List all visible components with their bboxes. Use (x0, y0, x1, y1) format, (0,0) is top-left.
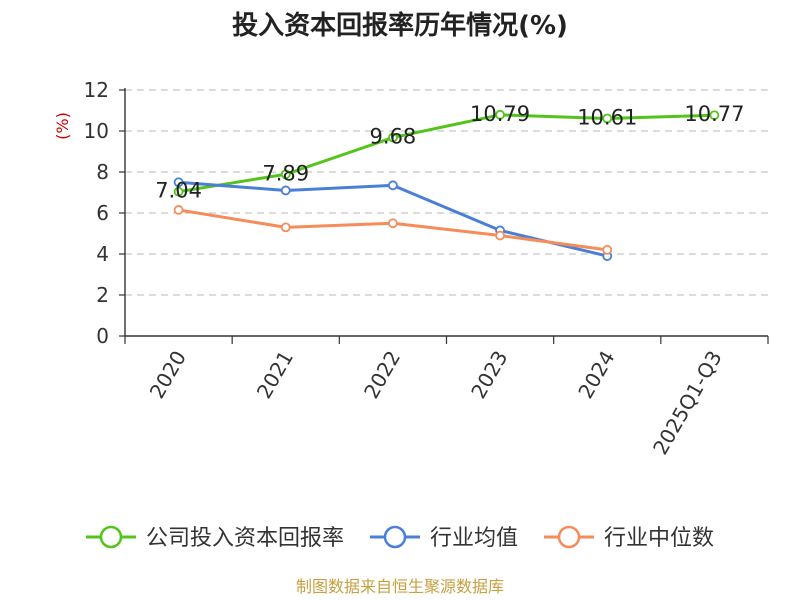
data-point (173, 186, 184, 197)
legend-marker (99, 525, 123, 549)
series-line (178, 208, 608, 252)
x-tick-label: 2020 (145, 347, 191, 403)
data-point (495, 230, 505, 241)
legend-marker (557, 525, 581, 549)
data-label: 7.89 (262, 161, 309, 185)
x-tick-label: 2024 (573, 347, 619, 403)
data-label: 10.77 (684, 102, 744, 126)
data-point (495, 109, 505, 120)
data-point (602, 113, 613, 124)
chart-title: 投入资本回报率历年情况(%) (232, 10, 568, 41)
y-tick-label: 2 (96, 283, 109, 307)
data-point (280, 169, 291, 180)
y-tick-label: 8 (96, 160, 109, 184)
source-note: 制图数据来自恒生聚源数据库 (296, 577, 504, 596)
data-label: 9.68 (370, 125, 417, 149)
data-label: 10.61 (577, 105, 637, 129)
grid-lines (125, 89, 768, 296)
y-tick-label: 6 (96, 201, 109, 225)
data-point (280, 222, 291, 233)
legend-item[interactable]: 行业均值 (369, 525, 518, 551)
y-tick-label: 12 (84, 78, 109, 102)
x-tick-label: 2021 (252, 347, 298, 403)
y-tick-label: 4 (96, 242, 109, 266)
data-point (173, 205, 184, 215)
data-point (388, 218, 398, 229)
data-point (388, 132, 398, 143)
x-tick-label: 2025Q1-Q3 (648, 347, 727, 459)
data-labels: 7.04 7.89 9.68 10.79 10.61 10.77 (155, 102, 744, 203)
legend[interactable]: 公司投入资本回报率 行业均值 行业中位数 (85, 525, 714, 551)
data-point (173, 177, 184, 188)
y-tick-label: 0 (96, 324, 109, 348)
series-line (178, 113, 715, 194)
data-point (709, 110, 720, 121)
data-point (280, 185, 291, 196)
series-layer (173, 109, 720, 261)
legend-label: 行业中位数 (604, 526, 714, 551)
data-label: 10.79 (470, 102, 530, 126)
x-tick-label: 2023 (466, 347, 512, 403)
data-point (388, 180, 398, 191)
legend-item[interactable]: 行业中位数 (544, 525, 714, 551)
legend-marker (383, 525, 407, 549)
data-point (602, 244, 613, 255)
y-axis-label: (%) (53, 112, 72, 140)
legend-label: 公司投入资本回报率 (146, 526, 344, 551)
x-tick-label: 2022 (359, 347, 405, 403)
axes: 0 2 4 6 8 10 12 2020 2021 2022 2023 2024 2025Q1-Q3 (84, 78, 769, 459)
data-label: 7.04 (155, 179, 202, 203)
legend-label: 行业均值 (430, 526, 518, 551)
y-tick-label: 10 (84, 119, 109, 143)
legend-item[interactable]: 公司投入资本回报率 (85, 525, 344, 551)
